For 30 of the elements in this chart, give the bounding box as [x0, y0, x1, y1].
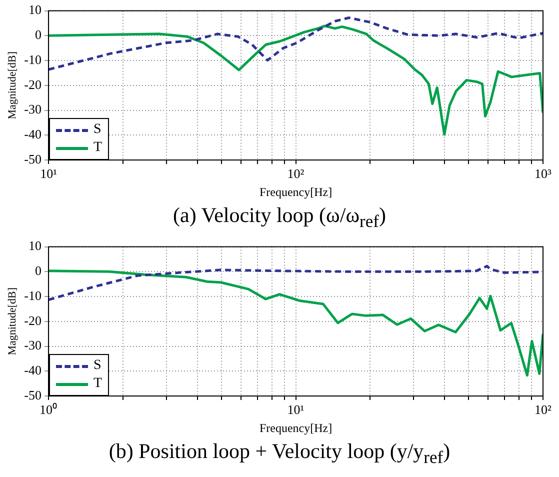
legend-label: T [94, 375, 102, 393]
x-tick-label: 10² [534, 402, 552, 418]
y-tick-label: -10 [24, 52, 42, 67]
y-tick-label: -50 [24, 387, 42, 402]
y-tick-label: 0 [35, 27, 42, 42]
legend-label: S [94, 357, 102, 375]
x-tick-label: 10¹ [287, 402, 304, 418]
x-axis-title: Frequency[Hz] [259, 184, 332, 199]
legend-label: S [94, 121, 102, 139]
y-tick-label: 0 [35, 263, 42, 278]
x-tick-label: 10¹ [40, 166, 58, 182]
y-tick-label: -30 [24, 338, 42, 353]
y-tick-label: -10 [24, 288, 42, 303]
x-axis-title: Frequency[Hz] [259, 420, 332, 435]
x-tick-label: 10³ [534, 166, 552, 182]
y-tick-label: -40 [24, 126, 42, 142]
x-tick-label: 10⁰ [40, 402, 58, 418]
y-tick-label: -20 [24, 76, 42, 92]
y-axis-title: Magnitude[dB] [6, 51, 18, 120]
y-tick-label: -20 [24, 312, 42, 328]
y-tick-label: -40 [24, 362, 42, 378]
y-tick-label: 10 [28, 238, 42, 254]
text: (a) Velocity loop (ω/ω$_{ref}$) [172, 202, 387, 234]
y-tick-label: -50 [24, 151, 42, 166]
y-tick-label: 10 [28, 2, 42, 18]
y-axis-title: Magnitude[dB] [6, 287, 18, 356]
legend-label: T [94, 139, 102, 157]
x-tick-label: 10² [287, 166, 304, 182]
y-tick-label: -30 [24, 102, 42, 117]
text: (b) Position loop + Velocity loop (y/y$_{ref}$) [108, 438, 452, 470]
